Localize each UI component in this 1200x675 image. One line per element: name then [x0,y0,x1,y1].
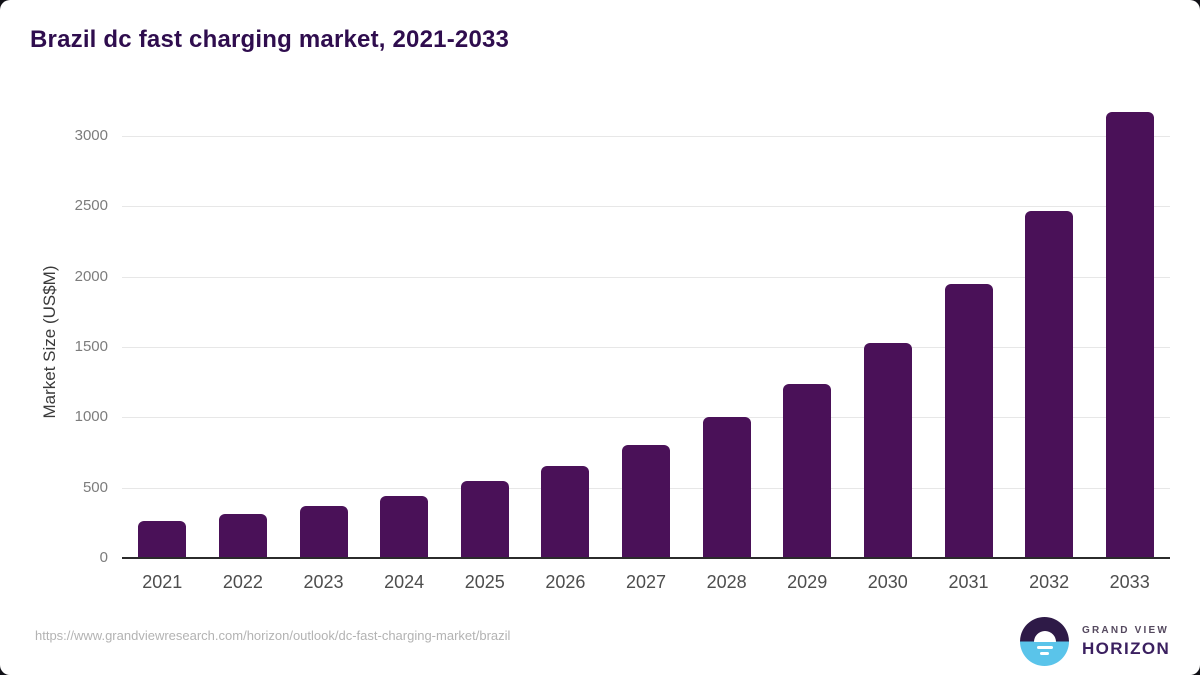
x-tick-label: 2032 [1029,572,1070,592]
y-tick-label: 1500 [74,338,108,356]
x-tick-label: 2031 [948,572,989,592]
bar-2024 [380,496,429,558]
x-tick-label: 2028 [706,572,747,592]
logo-product-name: HORIZON [1082,638,1171,658]
bar-2022 [218,514,267,558]
source-url: https://www.grandviewresearch.com/horizo… [35,628,511,643]
x-axis-line [122,557,1170,559]
y-tick-label: 2500 [74,197,108,215]
logo-text: GRAND VIEW HORIZON [1082,625,1170,659]
y-tick-label: 1000 [74,408,108,426]
x-tick-label: 2023 [303,572,344,592]
x-tick-label: 2027 [625,572,666,592]
logo-dome-shape [1033,630,1056,642]
bar-2032 [1025,210,1074,558]
y-tick-label: 500 [82,478,108,496]
gridline [122,206,1170,208]
x-tick-label: 2033 [1109,572,1150,592]
x-tick-label: 2022 [222,572,263,592]
x-tick-label: 2030 [867,572,908,592]
x-tick-label: 2026 [545,572,586,592]
brand-logo: GRAND VIEW HORIZON [1020,617,1170,666]
horizon-logo-icon [1020,617,1069,666]
y-tick-label: 2000 [74,267,108,285]
bar-2021 [138,520,187,558]
bar-2031 [944,283,993,558]
y-tick-label: 3000 [74,127,108,145]
bar-2023 [299,506,348,558]
gridline [122,276,1170,278]
logo-reflection-line [1036,645,1053,649]
bar-2030 [863,342,912,558]
gridline [122,136,1170,138]
x-tick-label: 2021 [142,572,183,592]
y-tick-label: 0 [99,549,108,566]
chart-title: Brazil dc fast charging market, 2021-203… [30,26,510,53]
bar-2029 [783,383,832,558]
bar-2028 [702,417,751,558]
x-tick-label: 2029 [787,572,828,592]
x-tick-label: 2024 [384,572,425,592]
gridline [122,347,1170,349]
bar-2025 [460,481,509,558]
logo-reflection-line [1040,651,1049,655]
gridline [122,417,1170,419]
bar-2026 [541,465,590,558]
logo-brand-name: GRAND VIEW [1082,624,1169,636]
x-tick-label: 2025 [464,572,505,592]
bar-2033 [1105,111,1154,558]
bar-2027 [622,444,670,558]
